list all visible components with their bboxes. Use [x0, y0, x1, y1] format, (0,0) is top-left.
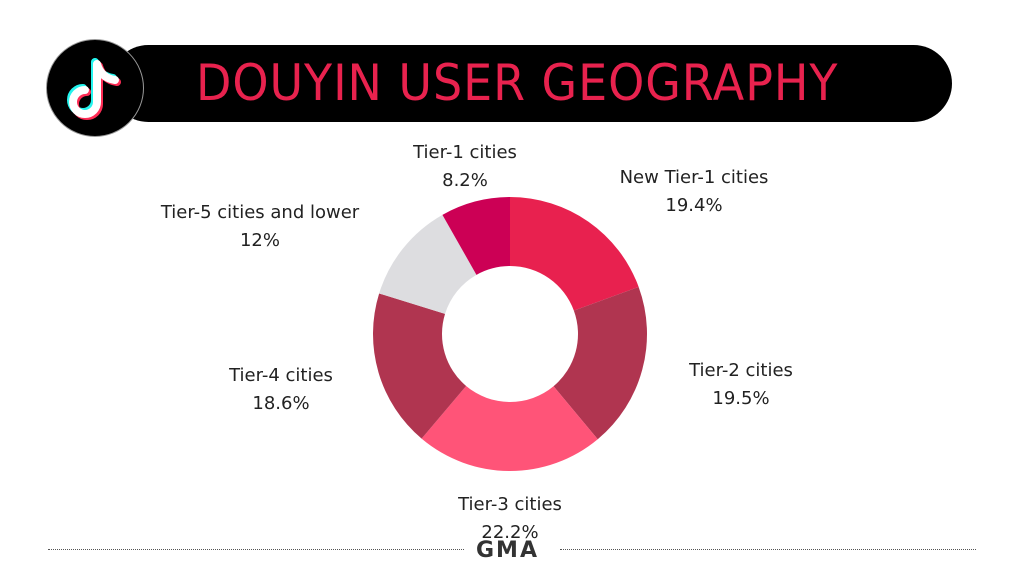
donut-slice-4	[379, 214, 477, 314]
footer-brand: GMA	[476, 538, 539, 563]
page-title: DOUYIN USER GEOGRAPHY	[196, 54, 839, 112]
donut-slice-3	[372, 293, 467, 439]
label-tier-3: Tier-3 cities 22.2%	[458, 494, 562, 543]
donut-slice-0	[510, 197, 639, 311]
footer-divider-left	[48, 549, 464, 550]
tiktok-logo-icon	[46, 39, 144, 137]
footer-divider-right	[560, 549, 976, 550]
label-tier-2: Tier-2 cities 19.5%	[689, 360, 793, 409]
title-bar	[110, 45, 952, 122]
label-tier-4: Tier-4 cities 18.6%	[229, 365, 333, 414]
donut-slice-5	[442, 197, 510, 275]
label-new-tier-1: New Tier-1 cities 19.4%	[619, 167, 769, 216]
label-tier-1: Tier-1 cities 8.2%	[413, 142, 517, 191]
donut-slice-2	[421, 385, 598, 471]
donut-slice-1	[553, 286, 647, 440]
label-tier-5: Tier-5 cities and lower 12%	[160, 202, 360, 251]
